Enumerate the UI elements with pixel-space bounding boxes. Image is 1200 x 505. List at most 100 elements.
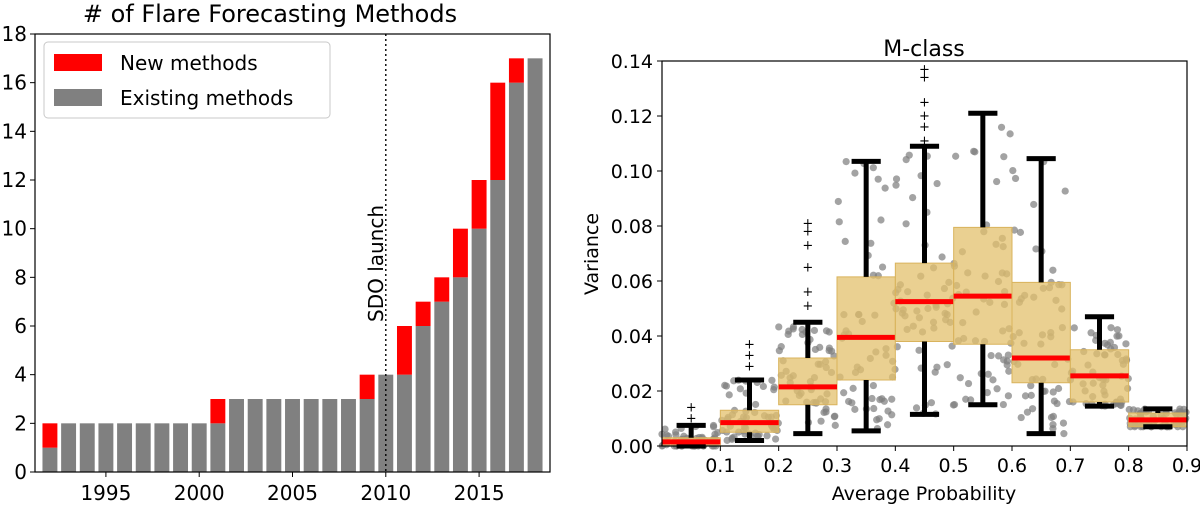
sample-point [722,382,731,390]
right-x-axis-label: Average Probability [832,483,1017,505]
outlier-marker: + [802,299,813,314]
bar-existing [471,228,487,472]
y-tick-label: 6 [14,314,27,338]
sample-point [810,326,819,335]
sample-point [1113,332,1121,340]
bar-new [359,374,375,399]
legend-swatch-new [54,54,102,71]
sample-point [1003,361,1011,369]
bar-existing [396,374,412,472]
bar-existing [303,399,319,472]
legend-swatch-existing [54,89,102,106]
sample-point [1021,392,1030,400]
sample-point [943,361,951,369]
sample-point [892,181,900,189]
sample-point [881,184,889,192]
sample-point [1027,382,1035,390]
sample-point [845,397,853,406]
sample-point [775,323,783,331]
sample-point [868,394,876,403]
x-tick-label: 2010 [360,481,411,505]
x-tick-label: 0.8 [1114,455,1144,477]
bar-existing [508,82,524,473]
y-tick-label: 16 [2,71,27,95]
sample-point [771,435,780,443]
sample-point [822,327,831,335]
box [836,276,896,381]
bar-new [508,58,524,83]
left-chart-title: # of Flare Forecasting Methods [83,0,457,28]
y-tick-label: 0.06 [611,271,653,293]
boxplot-group [661,110,1188,449]
sample-point [938,253,946,261]
y-tick-label: 0.00 [611,436,653,458]
sample-point [1004,392,1012,400]
bar-new [210,399,226,424]
bar-existing [490,180,506,472]
sample-point [1009,166,1017,175]
bar-existing [210,423,226,472]
x-tick-label: 2000 [174,481,225,505]
bar-new [490,82,506,180]
sample-point [1125,405,1133,414]
bar-existing [415,326,431,472]
box [1011,281,1071,384]
sample-point [822,405,830,413]
sample-point [909,194,917,202]
bar-existing [322,399,338,472]
sample-point [984,370,992,378]
bar-existing [359,399,375,472]
sample-point [867,239,875,247]
outlier-marker: + [802,225,813,240]
y-tick-label: 0.02 [611,381,653,403]
sample-point [1016,228,1025,236]
sample-point [877,216,885,224]
y-tick-label: 14 [2,119,27,143]
sample-point [851,405,859,413]
outlier-marker: + [802,238,813,253]
sample-point [1113,326,1122,334]
sample-point [1061,187,1069,195]
sample-point [999,400,1007,409]
sample-point [759,382,767,391]
bar-existing [135,423,151,472]
sample-point [831,421,839,429]
sample-point [1005,367,1013,375]
sample-point [997,123,1006,131]
sample-point [1027,391,1035,399]
sample-point [993,177,1001,186]
sample-point [1059,419,1068,427]
sample-point [878,263,887,271]
outlier-marker: + [919,134,930,149]
sample-point [798,325,806,334]
sample-point [831,412,839,420]
right-plot-frame [661,60,1188,447]
left-chart: # of Flare Forecasting Methods SDO launc… [2,0,551,505]
sample-point [1030,200,1038,209]
y-tick-label: 0.14 [611,51,653,73]
bar-new [471,180,487,229]
sample-point [994,352,1003,360]
bar-existing [98,423,114,472]
sample-point [1004,351,1012,359]
bar-new [396,326,412,375]
outlier-marker: + [919,120,930,135]
sample-point [840,389,848,397]
right-x-axis: 0.1 0.2 0.3 0.4 0.5 0.6 0.7 0.8 0.9 [705,446,1200,477]
sample-point [931,368,939,376]
sample-point [874,175,882,183]
sample-point [842,157,850,166]
outlier-marker: + [919,71,930,86]
sample-point [1122,340,1130,348]
x-tick-label: 0.3 [822,455,852,477]
outlier-marker: + [919,62,930,77]
sample-point [950,401,959,409]
y-tick-label: 0 [14,460,27,484]
x-tick-label: 0.1 [705,455,735,477]
sample-point [987,351,995,360]
outlier-marker: + [744,337,755,352]
sample-point [841,237,849,246]
sample-point [878,395,886,403]
sample-point [768,376,776,384]
sample-point [869,164,877,172]
